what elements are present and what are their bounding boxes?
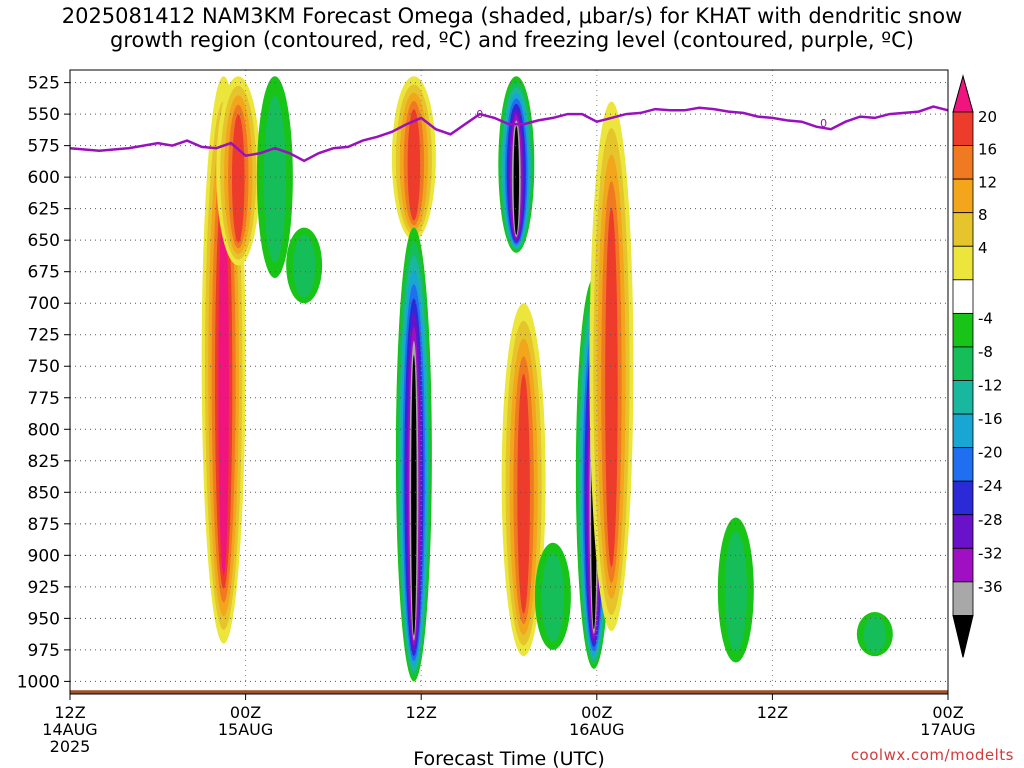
x-tick-label1-0: 12Z <box>54 703 85 722</box>
colorbar-label-1: 16 <box>978 141 997 159</box>
colorbar-top-arrow <box>952 74 974 113</box>
y-tick-label-950: 950 <box>28 609 60 629</box>
omega-feature-11-level-1 <box>724 531 747 652</box>
omega-feature-6-level-9 <box>513 125 520 235</box>
omega-feature-5-level-9 <box>411 355 417 636</box>
x-tick-label1-12: 00Z <box>230 703 261 722</box>
colorbar-swatch-6 <box>952 279 974 314</box>
colorbar-swatch-12 <box>952 480 974 516</box>
colorbar-swatch-11 <box>952 447 974 482</box>
colorbar-swatch-10 <box>952 413 974 449</box>
colorbar-bottom-arrow <box>952 614 974 658</box>
omega-feature-7-level-4 <box>517 374 530 614</box>
colorbar-label-6: -8 <box>978 343 993 361</box>
colorbar-label-12: -32 <box>978 544 1003 562</box>
terrain-strip <box>70 690 948 694</box>
colorbar-swatch-7 <box>952 312 974 348</box>
omega-feature-2-level-1 <box>263 95 286 263</box>
omega-feature-8-level-1 <box>541 553 564 642</box>
y-tick-label-900: 900 <box>28 546 60 566</box>
omega-feature-3-level-1 <box>293 234 316 298</box>
colorbar-label-8: -16 <box>978 410 1003 428</box>
colorbar-label-2: 12 <box>978 173 997 191</box>
chart-title-line-2: growth region (contoured, red, ºC) and f… <box>110 28 914 52</box>
colorbar-label-11: -28 <box>978 511 1003 529</box>
omega-feature-0-level-5 <box>218 201 229 576</box>
omega-shading <box>201 76 893 682</box>
colorbar-label-4: 4 <box>978 239 988 257</box>
plot-frame <box>69 69 949 695</box>
colorbar-swatch-8 <box>952 346 974 381</box>
colorbar-swatch-13 <box>952 514 974 549</box>
colorbar-swatch-1 <box>952 111 974 146</box>
colorbar-swatch-9 <box>952 380 974 415</box>
colorbar-swatch-14 <box>952 547 974 583</box>
x-tick-label1-24: 12Z <box>406 703 437 722</box>
plot-border <box>69 69 949 695</box>
y-tick-label-925: 925 <box>28 578 60 598</box>
y-axis-ticks: 525 550 575 600 625 650 675 700 725 750 775 800 825 8… <box>17 74 70 692</box>
x-tick-label1-60: 00Z <box>932 703 963 722</box>
omega-feature-4-level-4 <box>407 109 421 221</box>
y-tick-label-700: 700 <box>28 294 60 314</box>
omega-feature-12-level-1 <box>863 616 886 653</box>
colorbar-label-5: -4 <box>978 309 993 327</box>
freezing-level-label-1: 0 <box>820 117 827 130</box>
x-tick-label3-0: 2025 <box>50 737 91 756</box>
colorbar-label-13: -36 <box>978 578 1003 596</box>
y-tick-label-825: 825 <box>28 452 60 472</box>
y-tick-label-975: 975 <box>28 641 60 661</box>
colorbar-label-7: -12 <box>978 377 1003 395</box>
colorbar: 20 16 12 8 4 -4 -8 -12 -16 -20 -24 -28 -32 -36 <box>952 74 1003 658</box>
omega-feature-1-level-4 <box>231 114 245 243</box>
freezing-level-label-0: 0 <box>476 108 483 121</box>
y-tick-label-550: 550 <box>28 105 60 125</box>
y-tick-label-650: 650 <box>28 231 60 251</box>
colorbar-swatch-2 <box>952 145 974 180</box>
colorbar-label-10: -24 <box>978 477 1003 495</box>
y-tick-label-525: 525 <box>28 74 60 94</box>
colorbar-label-9: -20 <box>978 444 1003 462</box>
y-tick-label-775: 775 <box>28 389 60 409</box>
y-tick-label-600: 600 <box>28 168 60 188</box>
chart-title-line-1: 2025081412 NAM3KM Forecast Omega (shaded… <box>61 4 963 28</box>
y-tick-label-675: 675 <box>28 263 60 283</box>
colorbar-swatch-15 <box>952 581 974 616</box>
freezing-level-line <box>69 105 949 163</box>
y-tick-label-750: 750 <box>28 357 60 377</box>
x-tick-label2-36: 16AUG <box>569 720 624 739</box>
colorbar-label-0: 20 <box>978 108 997 126</box>
colorbar-swatch-5 <box>952 245 974 281</box>
credit-text: coolwx.com/modelts <box>850 746 1014 764</box>
y-tick-label-875: 875 <box>28 515 60 535</box>
x-tick-label1-36: 00Z <box>581 703 612 722</box>
y-tick-label-1000: 1000 <box>17 672 60 692</box>
y-tick-label-575: 575 <box>28 137 60 157</box>
terrain-fill <box>70 690 948 694</box>
colorbar-swatch-4 <box>952 212 974 247</box>
colorbar-label-3: 8 <box>978 206 988 224</box>
y-tick-label-725: 725 <box>28 326 60 346</box>
x-tick-label1-48: 12Z <box>757 703 788 722</box>
omega-feature-10-level-4 <box>605 207 618 568</box>
y-tick-label-800: 800 <box>28 420 60 440</box>
y-tick-label-850: 850 <box>28 483 60 503</box>
x-tick-label2-0: 14AUG <box>42 720 97 739</box>
y-tick-label-625: 625 <box>28 200 60 220</box>
x-axis-label: Forecast Time (UTC) <box>413 748 604 768</box>
freezing-level-contour: 00 <box>69 105 949 163</box>
colorbar-swatch-3 <box>952 178 974 214</box>
x-tick-label2-12: 15AUG <box>218 720 273 739</box>
x-tick-label2-60: 17AUG <box>920 720 975 739</box>
